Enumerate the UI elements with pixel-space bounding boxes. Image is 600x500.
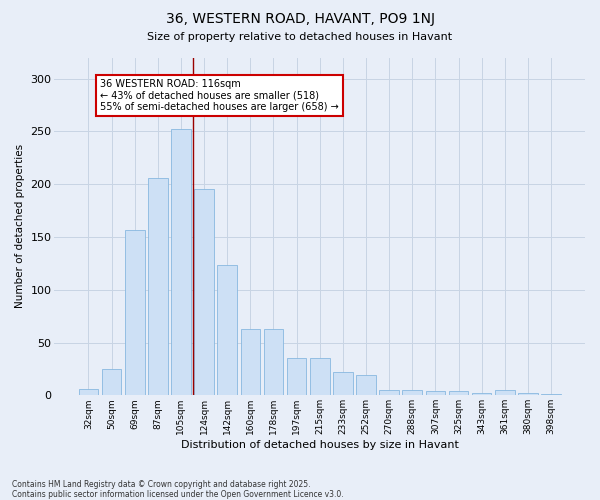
Text: Contains HM Land Registry data © Crown copyright and database right 2025.
Contai: Contains HM Land Registry data © Crown c…: [12, 480, 344, 499]
Bar: [495, 390, 515, 396]
Bar: [102, 369, 121, 396]
Bar: [217, 266, 237, 396]
Bar: [518, 393, 538, 396]
Bar: [194, 190, 214, 396]
Bar: [171, 130, 191, 396]
Bar: [263, 329, 283, 396]
X-axis label: Distribution of detached houses by size in Havant: Distribution of detached houses by size …: [181, 440, 458, 450]
Bar: [287, 358, 307, 396]
Bar: [125, 230, 145, 396]
Bar: [449, 391, 469, 396]
Bar: [403, 390, 422, 396]
Bar: [241, 329, 260, 396]
Bar: [425, 391, 445, 396]
Text: Size of property relative to detached houses in Havant: Size of property relative to detached ho…: [148, 32, 452, 42]
Bar: [356, 375, 376, 396]
Bar: [79, 389, 98, 396]
Y-axis label: Number of detached properties: Number of detached properties: [15, 144, 25, 308]
Bar: [148, 178, 167, 396]
Bar: [541, 394, 561, 396]
Text: 36, WESTERN ROAD, HAVANT, PO9 1NJ: 36, WESTERN ROAD, HAVANT, PO9 1NJ: [166, 12, 434, 26]
Bar: [333, 372, 353, 396]
Text: 36 WESTERN ROAD: 116sqm
← 43% of detached houses are smaller (518)
55% of semi-d: 36 WESTERN ROAD: 116sqm ← 43% of detache…: [100, 78, 339, 112]
Bar: [472, 393, 491, 396]
Bar: [310, 358, 329, 396]
Bar: [379, 390, 399, 396]
